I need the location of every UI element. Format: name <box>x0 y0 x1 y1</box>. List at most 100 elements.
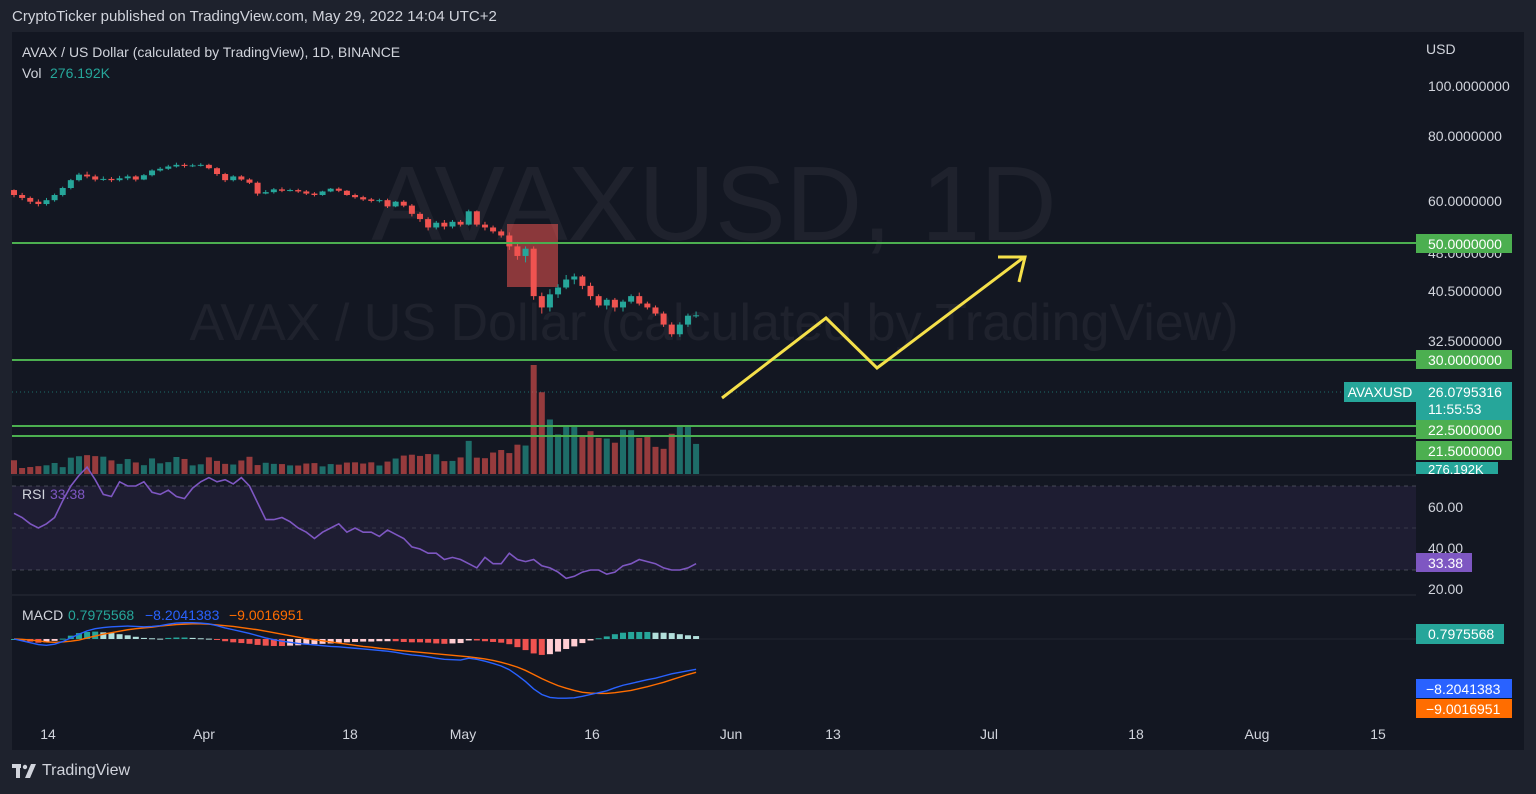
macd-hist-bar <box>157 638 164 640</box>
macd-hist-bar <box>238 639 245 644</box>
candle-body <box>368 199 375 201</box>
macd-hist-bar <box>327 639 334 644</box>
volume-bar <box>11 460 17 474</box>
candle-body <box>376 200 383 202</box>
rsi-pane[interactable] <box>12 476 1416 594</box>
rsi-legend-label: RSI <box>22 486 45 502</box>
candle-body <box>555 287 562 295</box>
macd-hist-bar <box>43 639 50 643</box>
level-badge-21-5-text: 21.5000000 <box>1428 443 1502 459</box>
candle-body <box>441 222 448 227</box>
volume-bar <box>197 464 204 474</box>
macd-hist-bar <box>59 638 66 640</box>
macd-hist-bar <box>92 631 99 639</box>
candle-body <box>84 174 91 177</box>
macd-line-badge-text: −8.2041383 <box>1426 681 1501 697</box>
macd-hist-bar <box>205 638 212 640</box>
rsi-band <box>12 486 1416 570</box>
volume-bar <box>417 455 423 474</box>
candle-body <box>303 191 310 194</box>
candle-body <box>587 285 594 297</box>
volume-bar <box>51 462 58 474</box>
macd-hist-bar <box>181 637 188 639</box>
macd-hist-bar <box>189 637 196 639</box>
candle-body <box>644 303 651 308</box>
macd-hist-bar <box>384 639 391 642</box>
volume-bar <box>425 454 432 474</box>
volume-bar <box>514 444 521 474</box>
volume-bar <box>132 462 139 474</box>
macd-hist-bar <box>571 639 578 647</box>
candle-body <box>92 176 99 180</box>
macd-hist-bar <box>254 639 261 645</box>
volume-bar <box>644 435 651 474</box>
macd-hist-bar <box>100 632 107 639</box>
macd-pane[interactable] <box>12 596 1416 750</box>
macd-hist-bar <box>579 639 586 644</box>
candle-body <box>287 190 294 192</box>
volume-bar <box>668 433 675 474</box>
macd-hist-bar <box>563 639 570 649</box>
macd-hist-bar <box>660 632 667 639</box>
volume-bar <box>481 458 488 474</box>
volume-bar <box>230 464 237 474</box>
vol-legend-value: 276.192K <box>50 65 111 81</box>
macd-hist-bar <box>360 639 367 642</box>
candle-body <box>165 166 172 169</box>
volume-bar <box>555 434 562 474</box>
volume-bar <box>579 436 586 474</box>
candle-body <box>205 164 212 169</box>
candle-body <box>449 221 456 227</box>
macd-hist-bar <box>262 639 269 646</box>
macd-hist-bar <box>230 639 237 643</box>
volume-bar <box>603 438 610 474</box>
price-badge-value: 26.0795316 <box>1428 384 1502 400</box>
price-pane[interactable] <box>12 32 1416 474</box>
price-scale-currency: USD <box>1426 41 1456 57</box>
macd-hist-bar <box>343 639 350 643</box>
tradingview-logo[interactable]: TradingView <box>12 762 130 780</box>
volume-bar <box>465 440 472 474</box>
volume-bar <box>140 465 147 474</box>
volume-bar <box>295 465 302 474</box>
candle-body <box>59 188 66 196</box>
candle-body <box>295 190 302 192</box>
candle-body <box>43 200 50 205</box>
candle-body <box>660 313 667 325</box>
macd-hist-badge <box>1416 624 1504 644</box>
macd-hist-bar <box>465 639 472 641</box>
candle-body <box>400 201 407 206</box>
candle-body <box>473 211 480 225</box>
volume-bar <box>546 419 553 474</box>
candle-body <box>546 294 553 308</box>
macd-hist-badge-text: 0.7975568 <box>1428 626 1494 642</box>
macd-hist-bar <box>538 639 545 655</box>
candle-body <box>579 276 586 286</box>
macd-line-badge <box>1416 679 1512 698</box>
macd-hist-bar <box>546 639 553 655</box>
candle-body <box>465 211 472 225</box>
projection-arrow[interactable] <box>721 255 1027 400</box>
volume-bar <box>287 465 294 474</box>
candle-body <box>595 296 602 306</box>
macd-hist-bar <box>400 639 407 642</box>
time-axis[interactable]: 14 Apr 18 May 16 Jun 13 Jul 18 Aug 15 <box>40 726 1386 742</box>
macd-hist-bar <box>173 637 180 639</box>
level-badge-21-5 <box>1416 441 1512 460</box>
macd-hist-bar <box>587 639 594 641</box>
volume-bar <box>498 450 505 474</box>
macd-signal-badge <box>1416 699 1512 718</box>
volume-bar <box>530 365 537 474</box>
volume-bar <box>620 429 626 474</box>
tradingview-brand: TradingView <box>42 762 131 779</box>
macd-hist-bar <box>368 639 375 642</box>
price-tick: 80.0000000 <box>1428 128 1502 144</box>
tradingview-logo-icon <box>12 764 36 778</box>
time-tick: 13 <box>825 726 841 742</box>
candle-body <box>498 231 505 236</box>
volume-bar <box>595 437 602 474</box>
macd-hist-bar <box>441 639 448 644</box>
macd-lines <box>13 622 697 699</box>
macd-legend-signal: −9.0016951 <box>229 607 304 623</box>
